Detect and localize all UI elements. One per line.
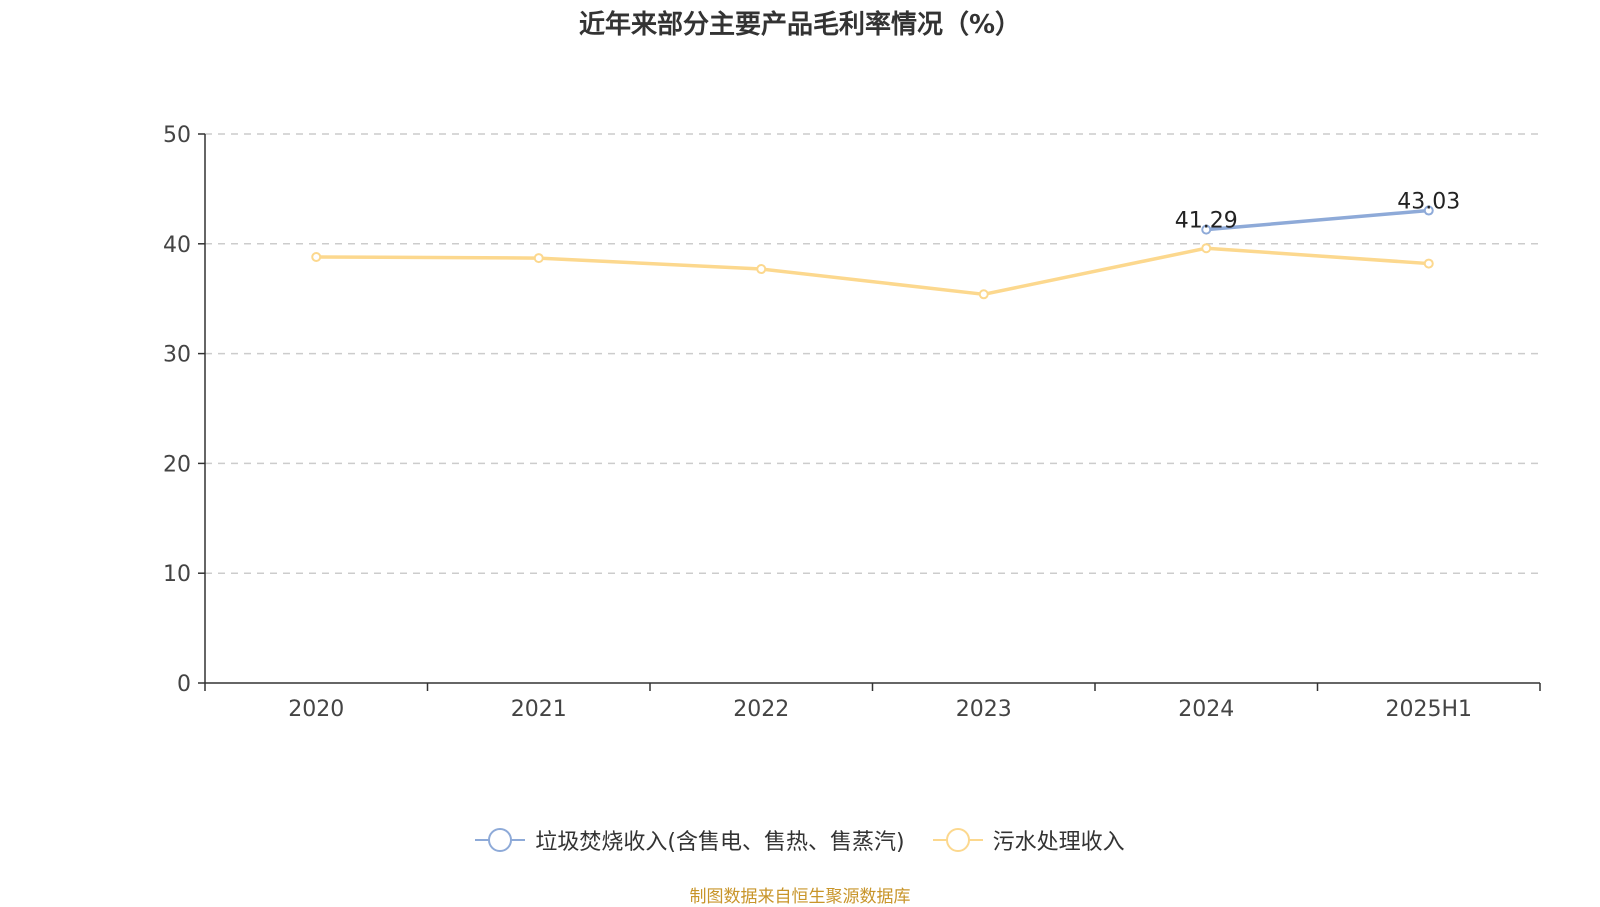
- data-point: [756, 264, 767, 275]
- data-label: 43.03: [1397, 190, 1460, 215]
- legend-line-circle-icon: [932, 828, 983, 852]
- legend-item-series-1[interactable]: 污水处理收入: [932, 824, 1125, 856]
- data-labels: 41.29 43.03: [1175, 190, 1460, 234]
- chart-title: 近年来部分主要产品毛利率情况（%）: [578, 10, 1022, 40]
- series-line-0: [1204, 208, 1431, 232]
- x-tick-label: 2023: [956, 697, 1012, 722]
- y-tick-label: 20: [163, 452, 191, 477]
- legend-label: 垃圾焚烧收入(含售电、售热、售蒸汽): [535, 830, 905, 855]
- data-point: [533, 253, 544, 264]
- y-tick-label: 30: [163, 343, 191, 368]
- data-point: [311, 251, 322, 262]
- legend: 垃圾焚烧收入(含售电、售热、售蒸汽) 污水处理收入: [0, 820, 1600, 860]
- data-point: [1423, 205, 1434, 216]
- grid-lines: [205, 133, 1540, 574]
- axes: 0 10 20 30 40 50 2020 2021 2022 2023 2024 2025H1: [163, 123, 1541, 722]
- data-point: [1423, 258, 1434, 269]
- line-chart: 0 10 20 30 40 50 2020 2021 2022 2023 2024 2025H1 41…: [163, 123, 1541, 722]
- data-point: [1201, 224, 1212, 235]
- legend-item-series-0[interactable]: 垃圾焚烧收入(含售电、售热、售蒸汽): [475, 824, 905, 856]
- y-tick-label: 40: [163, 233, 191, 258]
- data-point: [1201, 243, 1212, 254]
- x-tick-label: 2024: [1178, 697, 1234, 722]
- x-tick-label: 2025H1: [1385, 697, 1472, 722]
- x-tick-label: 2022: [733, 697, 789, 722]
- data-point: [978, 289, 989, 300]
- data-label: 41.29: [1175, 209, 1238, 234]
- series-line-1: [314, 246, 1431, 297]
- x-tick-label: 2020: [288, 697, 344, 722]
- y-tick-label: 10: [163, 562, 191, 587]
- y-tick-label: 50: [163, 123, 191, 148]
- legend-label: 污水处理收入: [992, 830, 1125, 855]
- y-tick-label: 0: [177, 672, 191, 697]
- legend-line-circle-icon: [475, 828, 526, 852]
- series-lines: [311, 205, 1434, 300]
- x-tick-label: 2021: [511, 697, 567, 722]
- source-note: 制图数据来自恒生聚源数据库: [689, 887, 911, 907]
